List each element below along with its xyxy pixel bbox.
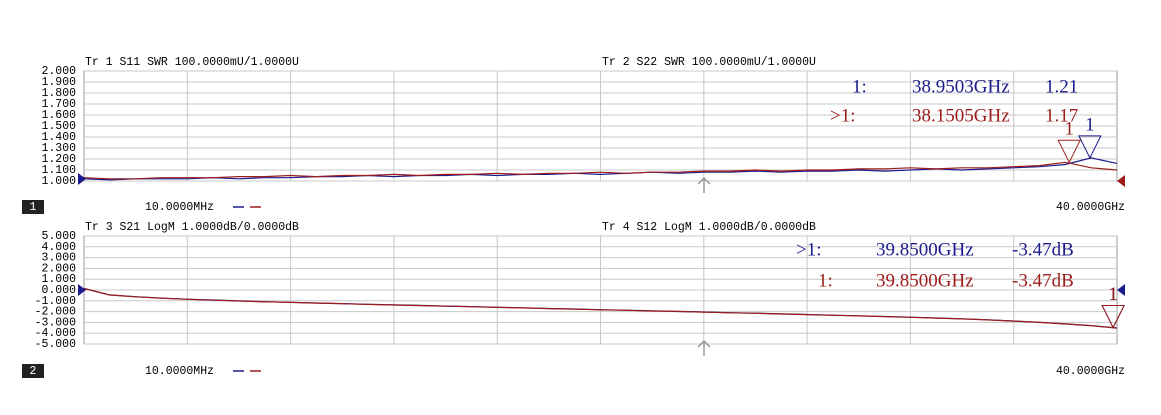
x-tick-label: 40.0000GHz	[1056, 365, 1125, 378]
y-tick-label: -4.000	[35, 327, 77, 340]
x-tick-label: 10.0000MHz	[145, 365, 214, 378]
y-tick-label: 1.500	[41, 120, 76, 133]
channel-number: 1	[30, 201, 37, 214]
marker-triangle	[1057, 139, 1082, 164]
y-tick-label: 1.700	[41, 98, 76, 111]
y-tick-label: 1.800	[41, 87, 76, 100]
marker-tag: 1	[1108, 284, 1118, 305]
marker-frequency: 38.9503GHz	[912, 76, 1010, 97]
y-tick-label: 4.000	[41, 241, 76, 254]
marker-triangle	[1078, 135, 1102, 160]
trace-header: Tr 1 S11 SWR 100.0000mU/1.0000U	[85, 56, 299, 69]
x-tick-label: 40.0000GHz	[1056, 201, 1125, 214]
y-tick-label: 1.600	[41, 109, 76, 122]
y-tick-label: -3.000	[35, 316, 77, 329]
y-tick-label: 1.000	[41, 273, 76, 286]
reference-pointer	[78, 173, 86, 185]
marker-triangle	[1101, 304, 1125, 329]
reference-pointer	[78, 284, 86, 296]
y-tick-label: 2.000	[41, 262, 76, 275]
x-tick-label: 10.0000MHz	[145, 201, 214, 214]
center-arrow	[697, 339, 711, 356]
trace-header: Tr 4 S12 LogM 1.0000dB/0.0000dB	[602, 221, 816, 234]
marker-name: >1:	[830, 105, 856, 126]
y-tick-label: 5.000	[41, 230, 76, 243]
marker-name: 1:	[852, 76, 867, 97]
y-tick-label: 3.000	[41, 252, 76, 265]
y-tick-label: -2.000	[35, 306, 77, 319]
marker-tag: 1	[1108, 284, 1118, 305]
trace-header: Tr 3 S21 LogM 1.0000dB/0.0000dB	[85, 221, 299, 234]
marker-name: 1:	[818, 270, 833, 291]
marker-name: >1:	[796, 239, 822, 260]
trace-header: Tr 2 S22 SWR 100.0000mU/1.0000U	[602, 56, 816, 69]
channel-number: 2	[30, 365, 37, 378]
marker-frequency: 39.8500GHz	[876, 239, 974, 260]
marker-value: 1.21	[1045, 76, 1078, 97]
y-tick-label: 0.000	[41, 284, 76, 297]
y-tick-label: 1.900	[41, 76, 76, 89]
y-tick-label: 1.400	[41, 131, 76, 144]
marker-frequency: 38.1505GHz	[912, 105, 1010, 126]
marker-tag: 1	[1064, 119, 1074, 140]
y-tick-label: -1.000	[35, 295, 77, 308]
trace-line	[83, 161, 1118, 180]
marker-value: 1.17	[1045, 105, 1078, 126]
marker-value: -3.47dB	[1012, 239, 1074, 260]
y-tick-label: 2.000	[41, 65, 76, 78]
center-arrow	[697, 176, 711, 193]
reference-pointer	[1117, 284, 1125, 296]
trace-line	[83, 287, 1118, 329]
y-tick-label: 1.300	[41, 142, 76, 155]
y-tick-label: 1.100	[41, 164, 76, 177]
marker-value: -3.47dB	[1012, 270, 1074, 291]
marker-frequency: 39.8500GHz	[876, 270, 974, 291]
marker-tag: 1	[1085, 114, 1095, 135]
marker-triangle	[1101, 304, 1125, 329]
y-tick-label: -5.000	[35, 338, 77, 351]
reference-pointer	[1117, 175, 1125, 187]
channel-box	[22, 364, 44, 378]
channel-box	[22, 200, 44, 214]
y-tick-label: 1.000	[41, 175, 76, 188]
y-tick-label: 1.200	[41, 153, 76, 166]
trace-line	[83, 157, 1118, 181]
